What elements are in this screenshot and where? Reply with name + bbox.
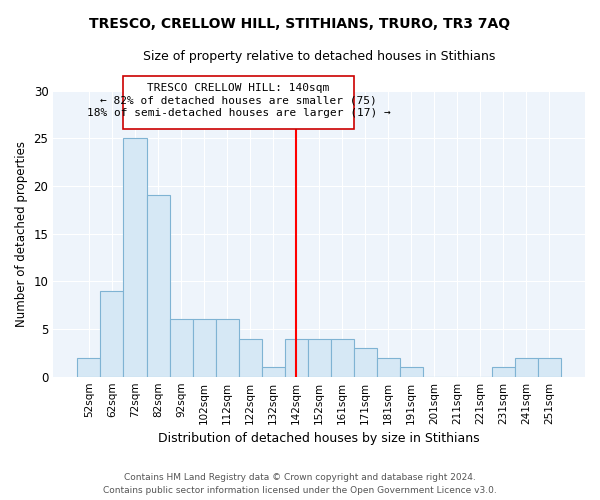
Bar [100,291,124,376]
Bar [284,338,308,376]
Bar [239,338,262,376]
Text: Contains HM Land Registry data © Crown copyright and database right 2024.
Contai: Contains HM Land Registry data © Crown c… [103,473,497,495]
X-axis label: Distribution of detached houses by size in Stithians: Distribution of detached houses by size … [158,432,480,445]
Bar [538,358,561,376]
Text: TRESCO CRELLOW HILL: 140sqm: TRESCO CRELLOW HILL: 140sqm [148,83,330,93]
Bar [77,358,100,376]
Bar [492,367,515,376]
FancyBboxPatch shape [124,76,353,128]
Title: Size of property relative to detached houses in Stithians: Size of property relative to detached ho… [143,50,496,63]
Bar [124,138,146,376]
Y-axis label: Number of detached properties: Number of detached properties [15,140,28,326]
Bar [331,338,353,376]
Bar [215,320,239,376]
Bar [146,196,170,376]
Bar [515,358,538,376]
Bar [353,348,377,376]
Text: ← 82% of detached houses are smaller (75): ← 82% of detached houses are smaller (75… [100,96,377,106]
Bar [377,358,400,376]
Bar [400,367,423,376]
Text: TRESCO, CRELLOW HILL, STITHIANS, TRURO, TR3 7AQ: TRESCO, CRELLOW HILL, STITHIANS, TRURO, … [89,18,511,32]
Bar [262,367,284,376]
Bar [170,320,193,376]
Text: 18% of semi-detached houses are larger (17) →: 18% of semi-detached houses are larger (… [87,108,391,118]
Bar [308,338,331,376]
Bar [193,320,215,376]
